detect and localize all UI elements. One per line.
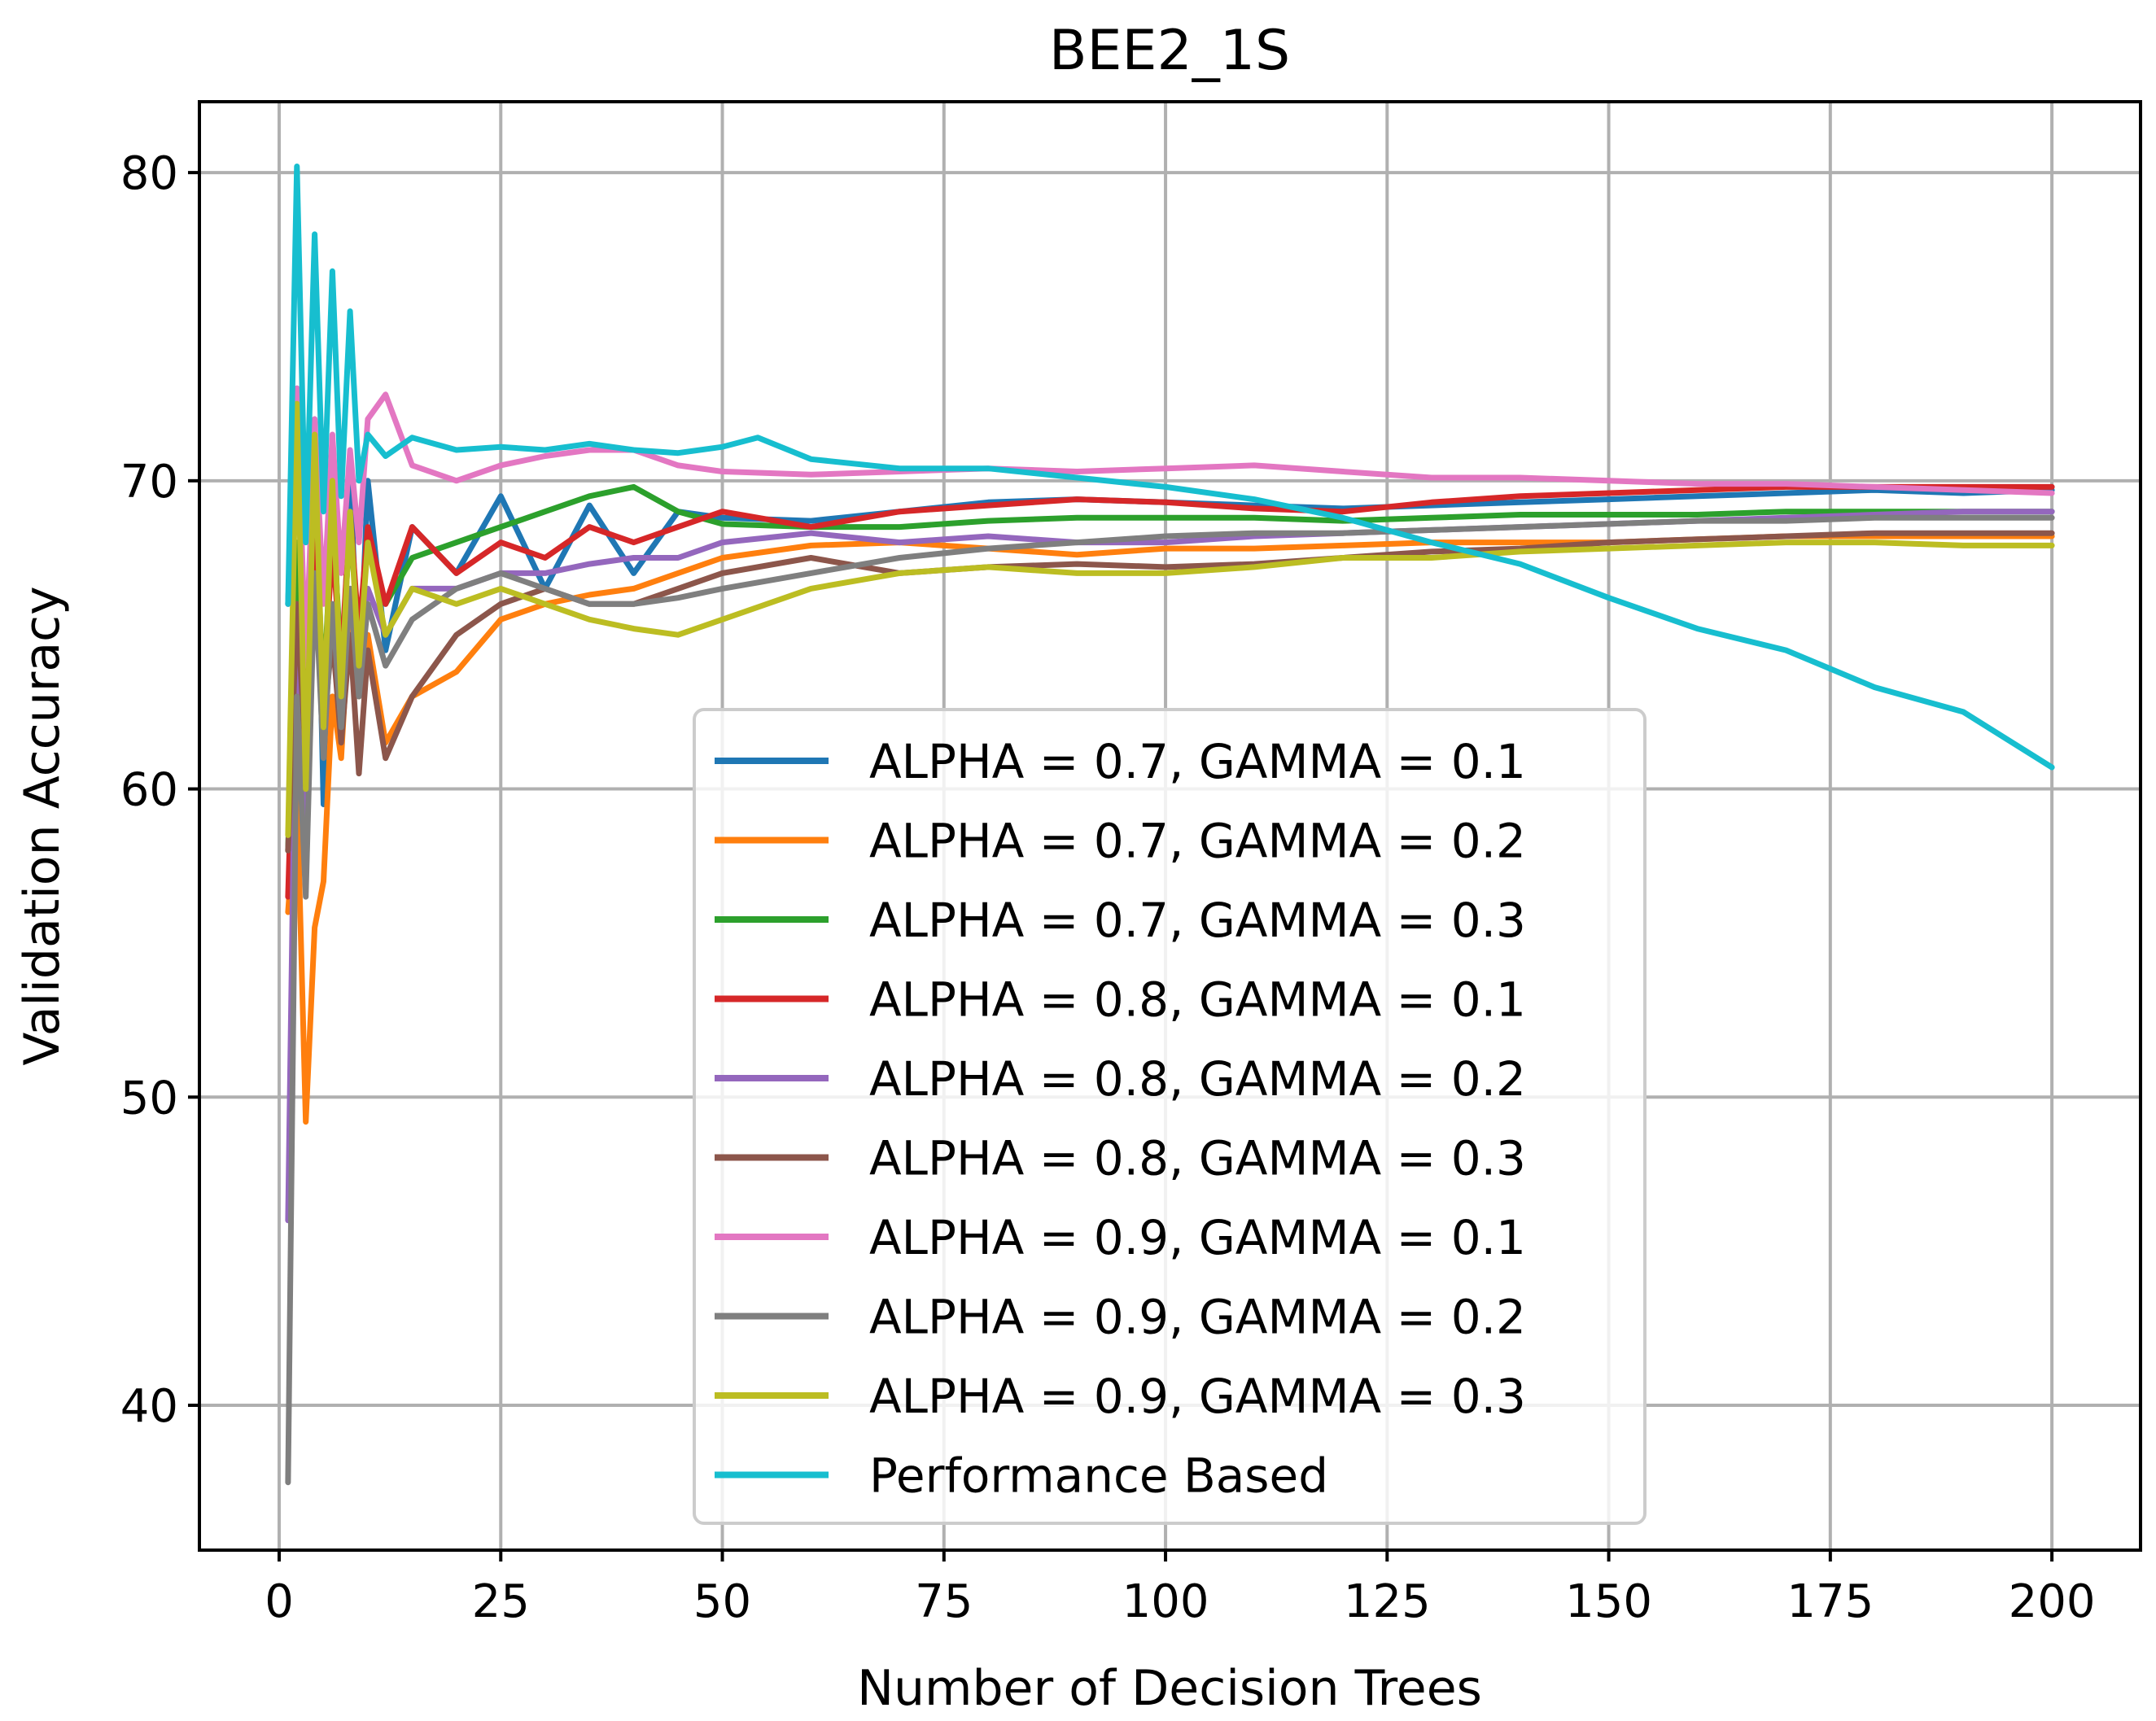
x-tick-label: 50 [693, 1575, 751, 1628]
x-tick-label: 200 [2009, 1575, 2096, 1628]
legend-label-3: ALPHA = 0.7, GAMMA = 0.3 [869, 893, 1526, 948]
series-line-8 [285, 514, 2055, 1486]
series-line-7 [285, 385, 2055, 669]
plot-frame [198, 100, 2142, 1552]
legend-label-9: ALPHA = 0.9, GAMMA = 0.3 [869, 1369, 1526, 1424]
axis-ticks: 0 25 50 75 100 125 150 175 200 40 50 60 70 80 [120, 147, 2096, 1628]
legend-label-10: Performance Based [869, 1448, 1328, 1504]
y-axis-label: Validation Accuracy [14, 586, 71, 1065]
legend-box [693, 708, 1647, 1525]
legend-label-6: ALPHA = 0.8, GAMMA = 0.3 [869, 1131, 1526, 1186]
y-tick-label: 80 [120, 147, 178, 200]
series-line-10 [285, 164, 2055, 771]
legend-label-4: ALPHA = 0.8, GAMMA = 0.1 [869, 972, 1526, 1028]
x-tick-label: 0 [265, 1575, 294, 1628]
y-tick-label: 60 [120, 764, 178, 817]
y-tick-label: 40 [120, 1380, 178, 1433]
x-tick-label: 150 [1565, 1575, 1652, 1628]
series-line-2 [285, 533, 2055, 1125]
legend-label-8: ALPHA = 0.9, GAMMA = 0.2 [869, 1290, 1526, 1345]
y-tick-label: 50 [120, 1072, 178, 1125]
legend: ALPHA = 0.7, GAMMA = 0.1 ALPHA = 0.7, GAM… [693, 708, 1647, 1525]
y-tick-label: 70 [120, 456, 178, 509]
x-tick-label: 75 [915, 1575, 973, 1628]
legend-label-1: ALPHA = 0.7, GAMMA = 0.1 [869, 734, 1526, 789]
x-axis-label: Number of Decision Trees [857, 1660, 1482, 1717]
x-tick-label: 100 [1122, 1575, 1209, 1628]
legend-label-5: ALPHA = 0.8, GAMMA = 0.2 [869, 1051, 1526, 1107]
plot-series [285, 164, 2055, 1486]
legend-label-2: ALPHA = 0.7, GAMMA = 0.2 [869, 814, 1526, 869]
series-line-9 [285, 400, 2055, 838]
x-tick-label: 125 [1344, 1575, 1431, 1628]
chart-title: BEE2_1S [1049, 19, 1290, 83]
legend-label-7: ALPHA = 0.9, GAMMA = 0.1 [869, 1210, 1526, 1265]
x-tick-label: 25 [472, 1575, 530, 1628]
x-tick-label: 175 [1786, 1575, 1874, 1628]
